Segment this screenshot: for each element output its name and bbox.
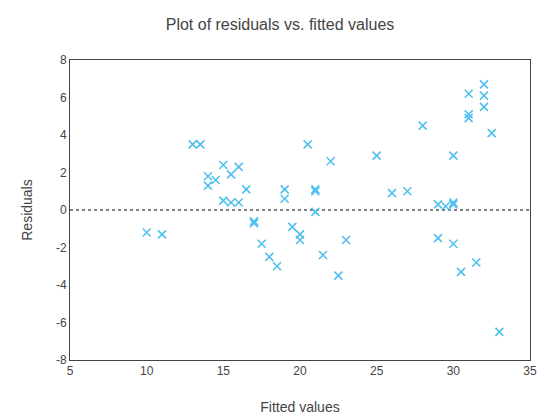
svg-text:10: 10 (140, 364, 154, 378)
svg-text:-4: -4 (56, 278, 67, 292)
svg-text:2: 2 (60, 166, 67, 180)
svg-text:5: 5 (67, 364, 74, 378)
svg-text:30: 30 (447, 364, 461, 378)
svg-text:25: 25 (370, 364, 384, 378)
svg-text:-6: -6 (56, 316, 67, 330)
svg-text:15: 15 (217, 364, 231, 378)
svg-text:Residuals: Residuals (19, 179, 35, 240)
svg-text:6: 6 (60, 91, 67, 105)
svg-text:0: 0 (60, 203, 67, 217)
svg-text:4: 4 (60, 128, 67, 142)
svg-text:-8: -8 (56, 353, 67, 367)
svg-text:-2: -2 (56, 241, 67, 255)
svg-text:20: 20 (293, 364, 307, 378)
svg-text:35: 35 (523, 364, 537, 378)
svg-text:8: 8 (60, 53, 67, 67)
svg-text:Fitted values: Fitted values (260, 399, 339, 415)
svg-text:Plot of residuals vs. fitted v: Plot of residuals vs. fitted values (166, 16, 395, 33)
